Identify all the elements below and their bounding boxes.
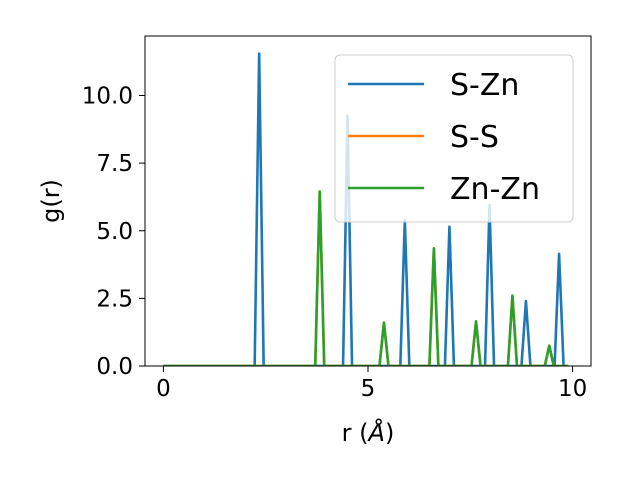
y-tick-label: 0.0 xyxy=(96,354,133,380)
x-tick-label: 0 xyxy=(156,376,171,402)
x-axis-label-close: ) xyxy=(385,419,394,447)
legend-label-s-zn: S-Zn xyxy=(450,68,519,103)
y-tick-label: 5.0 xyxy=(96,219,133,245)
y-axis: 0.0 2.5 5.0 7.5 10.0 xyxy=(82,84,145,380)
x-tick-label: 10 xyxy=(558,376,587,402)
series-line-s-zn xyxy=(163,52,569,366)
legend-label-s-s: S-S xyxy=(450,120,499,155)
x-axis: 0 5 10 xyxy=(156,366,587,402)
x-axis-label-text: r ( xyxy=(342,419,369,447)
legend-label-zn-zn: Zn-Zn xyxy=(450,172,540,207)
y-tick-label: 2.5 xyxy=(96,286,133,312)
legend: S-Zn S-S Zn-Zn xyxy=(334,54,574,223)
series-layer xyxy=(163,52,569,366)
x-tick-label: 5 xyxy=(361,376,376,402)
y-axis-label: g(r) xyxy=(37,179,65,223)
y-tick-label: 7.5 xyxy=(96,151,133,177)
legend-box xyxy=(334,54,574,223)
x-axis-label: r (Å) xyxy=(342,418,395,447)
y-tick-label: 10.0 xyxy=(82,84,133,110)
x-axis-label-unit: Å xyxy=(367,418,385,447)
